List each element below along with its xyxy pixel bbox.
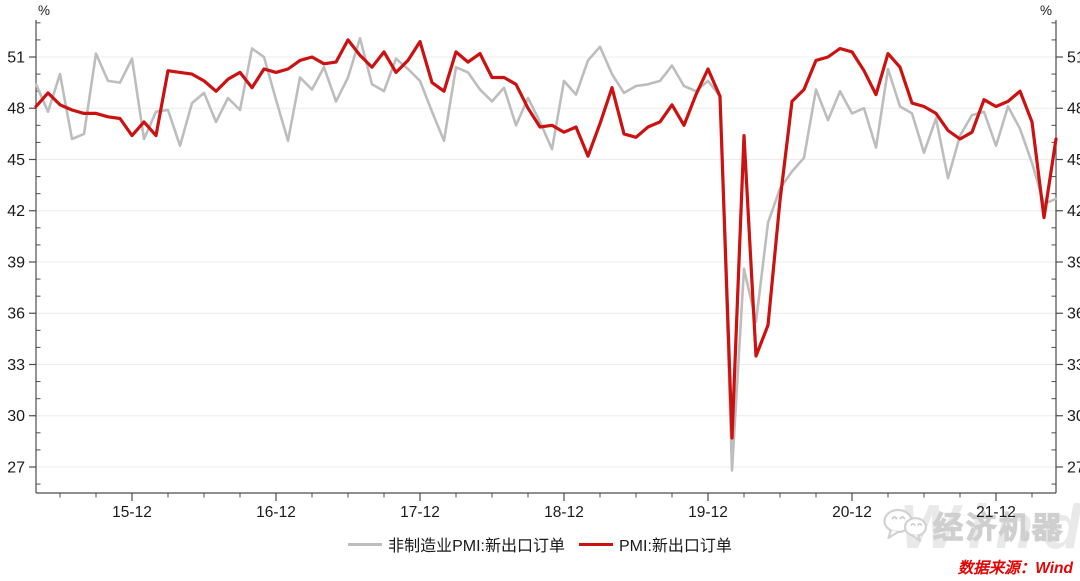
y-axis-tick-label-left: 48 — [7, 101, 25, 118]
y-axis-tick-label-left: 27 — [7, 459, 25, 476]
y-axis-tick-label-left: 45 — [7, 152, 25, 169]
x-axis-tick-label: 17-12 — [400, 504, 440, 521]
y-axis-tick-label-right: 48 — [1067, 101, 1080, 118]
legend-item-0: 非制造业PMI:新出口订单 — [348, 532, 565, 556]
unit-label-right: % — [1040, 3, 1052, 18]
chart-legend: 非制造业PMI:新出口订单 PMI:新出口订单 — [0, 532, 1080, 556]
data-source-note: 数据来源：Wind — [957, 560, 1073, 577]
y-axis-tick-label-left: 51 — [7, 50, 25, 67]
unit-label-left: % — [38, 3, 50, 18]
y-axis-tick-label-right: 27 — [1067, 459, 1080, 476]
series-line-1 — [34, 38, 1058, 440]
y-axis-tick-label-right: 36 — [1067, 306, 1080, 323]
y-axis-tick-label-right: 45 — [1067, 152, 1080, 169]
legend-item-1: PMI:新出口订单 — [579, 532, 732, 556]
y-axis-tick-label-left: 36 — [7, 306, 25, 323]
y-axis-tick-label-left: 30 — [7, 408, 25, 425]
x-axis-tick-label: 16-12 — [256, 504, 296, 521]
wind-watermark: Wind — [900, 493, 1080, 562]
y-axis-tick-label-right: 39 — [1067, 254, 1080, 271]
y-axis-tick-label-right: 33 — [1067, 357, 1080, 374]
legend-swatch-1 — [579, 542, 613, 546]
wechat-icon — [883, 508, 928, 543]
x-axis-tick-label: 21-12 — [976, 504, 1016, 521]
legend-swatch-0 — [348, 542, 383, 546]
y-axis-tick-label-right: 51 — [1067, 50, 1080, 67]
x-axis-tick-label: 15-12 — [112, 504, 152, 521]
y-axis-tick-label-right: 42 — [1067, 203, 1080, 220]
x-axis-tick-label: 18-12 — [544, 504, 584, 521]
legend-label-1: PMI:新出口订单 — [619, 538, 732, 555]
y-axis-tick-label-left: 42 — [7, 203, 25, 220]
legend-label-0: 非制造业PMI:新出口订单 — [388, 538, 565, 555]
y-axis-tick-label-left: 33 — [7, 357, 25, 374]
y-axis-tick-label-left: 39 — [7, 254, 25, 271]
brand-name: 经济机器 — [932, 511, 1065, 545]
y-axis-tick-label-right: 30 — [1067, 408, 1080, 425]
brand-logo: 经济机器 — [882, 503, 1065, 547]
x-axis-tick-label: 19-12 — [688, 504, 728, 521]
series-line-0 — [34, 36, 1058, 472]
x-axis-tick-label: 20-12 — [832, 504, 872, 521]
